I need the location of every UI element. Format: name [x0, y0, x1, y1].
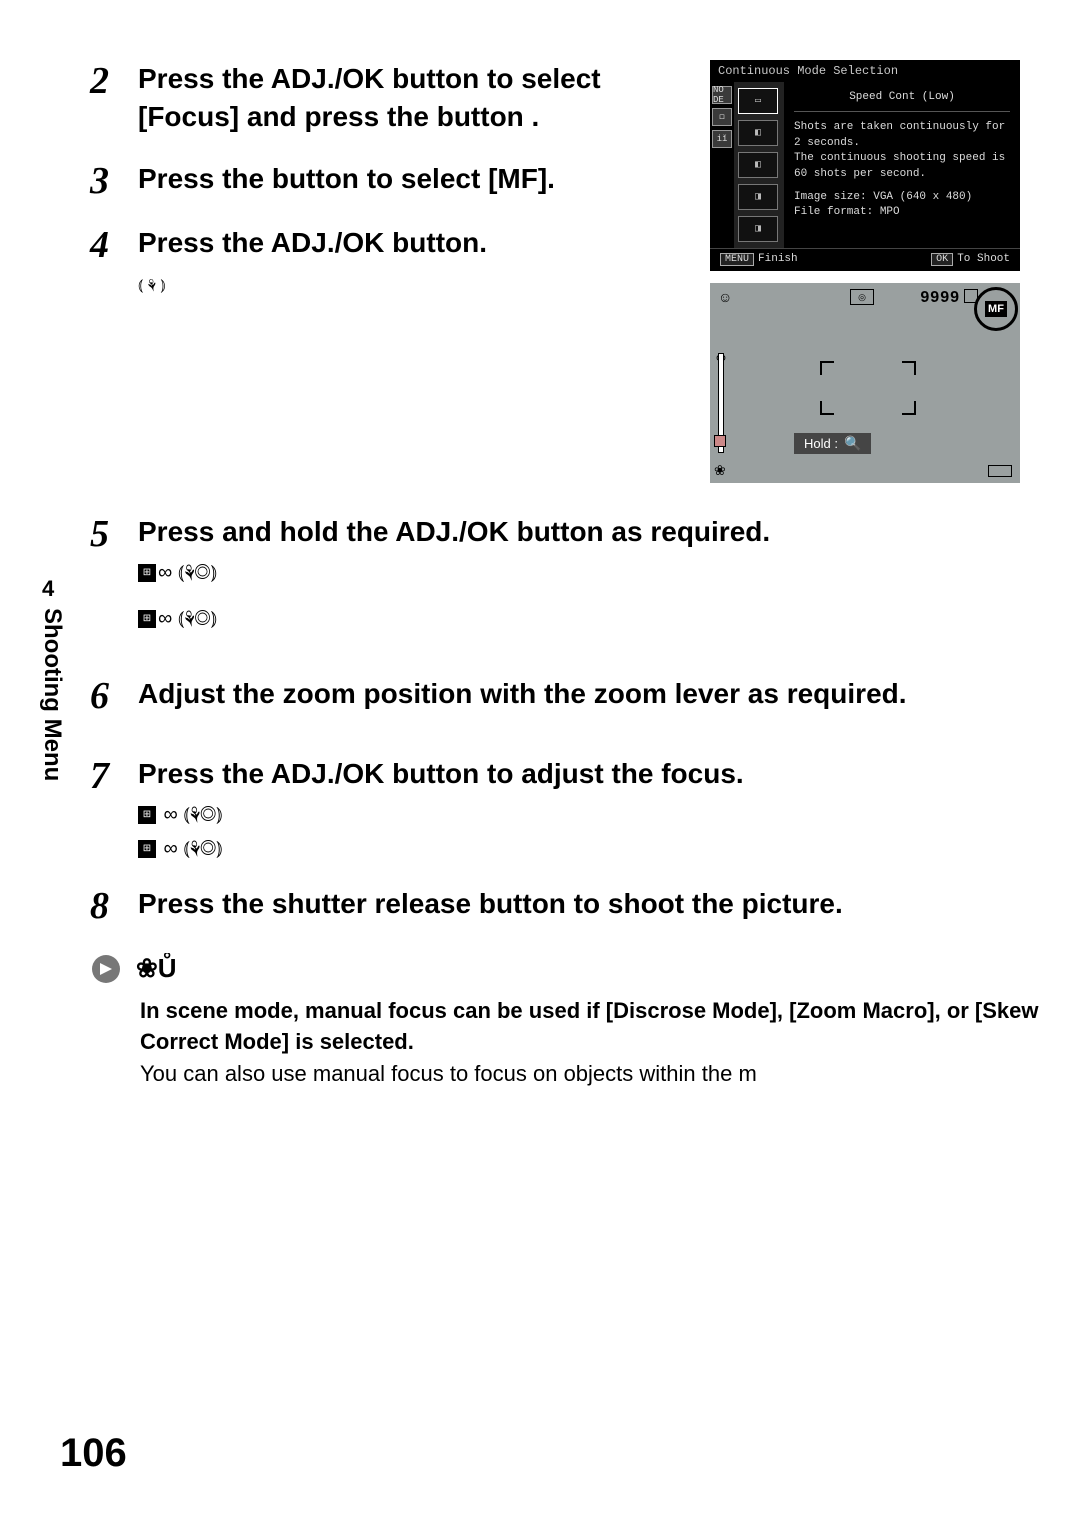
- step-6: 6 Adjust the zoom position with the zoom…: [90, 675, 1040, 715]
- magnify-icon: 🔍: [844, 435, 861, 451]
- camera-mode-icon: ◎: [850, 289, 874, 305]
- step-3: 3 Press the button to select [MF].: [90, 160, 680, 200]
- step-text: Press and hold the ADJ./OK button as req…: [138, 513, 770, 551]
- flower-macro-icon: ❀: [714, 462, 726, 479]
- svg-text:❀Ů: ❀Ů: [136, 953, 177, 983]
- step-7: 7 Press the ADJ./OK button to adjust the…: [90, 755, 1040, 861]
- note-flower-timer-icon: ❀Ů: [136, 953, 186, 985]
- lcd1-tab-icon: ◻: [712, 108, 732, 126]
- section-number: 4: [42, 576, 54, 602]
- lcd1-left-tab-icons: NO DE ◻ iĭ: [710, 82, 734, 248]
- step-5: 5 Press and hold the ADJ./OK button as r…: [90, 513, 1040, 631]
- step-text: Adjust the zoom position with the zoom l…: [138, 675, 1040, 713]
- lcd1-header: Continuous Mode Selection: [710, 64, 1020, 82]
- step-number: 4: [90, 224, 138, 264]
- svg-text:⦅ ⚘ ⦆: ⦅ ⚘ ⦆: [138, 277, 166, 294]
- lcd1-option-icon: ◨: [738, 216, 778, 242]
- lcd1-tab-icon: iĭ: [712, 130, 732, 148]
- step-text: Press the ADJ./OK button to adjust the f…: [138, 755, 744, 793]
- lcd1-option-icon: ◧: [738, 120, 778, 146]
- lcd1-desc-line: The continuous shooting speed is 60 shot…: [794, 151, 1010, 182]
- symbol-line: ⦅ ⚘ ⦆: [138, 269, 487, 295]
- step-2: 2 Press the ADJ./OK button to select [Fo…: [90, 60, 680, 136]
- lcd1-info-panel: Speed Cont (Low) Shots are taken continu…: [784, 82, 1020, 248]
- symbol-line: ⊞∞ ⦅⚘◎⦆: [138, 605, 770, 631]
- grid-icon: ⊞: [138, 610, 156, 628]
- lcd1-spec-line: Image size: VGA (640 x 480): [794, 190, 1010, 205]
- step-4: 4 Press the ADJ./OK button. ⦅ ⚘ ⦆: [90, 224, 680, 296]
- symbol-line: ⊞∞ ⦅⚘◎⦆: [138, 559, 770, 585]
- step-text: Press the ADJ./OK button to select [Focu…: [138, 60, 680, 136]
- grid-icon: ⊞: [138, 806, 156, 824]
- page-number: 106: [60, 1431, 127, 1476]
- note-pointer-icon: [90, 953, 122, 985]
- lcd1-option-icon: ◨: [738, 184, 778, 210]
- af-frame-corner: [820, 361, 834, 375]
- step-number: 6: [90, 675, 138, 715]
- lcd1-option-icons: ▭ ◧ ◧ ◨ ◨: [734, 82, 784, 248]
- step-text: Press the shutter release button to shoo…: [138, 885, 1040, 923]
- hist-icon: [988, 465, 1012, 477]
- symbol-line: ⊞ ∞ ⦅⚘◎⦆: [138, 835, 744, 861]
- menu-button-label: MENU: [720, 253, 754, 266]
- lcd-live-view-screen: ☺ ◎ 9999 MF ∞ ❀ Hold :🔍: [710, 283, 1020, 483]
- grid-icon: ⊞: [138, 840, 156, 858]
- lcd1-tab-icon: NO DE: [712, 86, 732, 104]
- lcd1-foot-finish: Finish: [758, 253, 798, 265]
- lcd1-option-icon: ▭: [738, 88, 778, 114]
- step-text: Press the ADJ./OK button.: [138, 224, 487, 262]
- step-text: Press the button to select [MF].: [138, 160, 680, 198]
- top-row: 2 Press the ADJ./OK button to select [Fo…: [90, 60, 1040, 483]
- grid-icon: ⊞: [138, 564, 156, 582]
- lcd1-spec-line: File format: MPO: [794, 205, 1010, 220]
- lcd1-desc-line: Shots are taken continuously for 2 secon…: [794, 120, 1010, 151]
- lcd1-option-icon: ◧: [738, 152, 778, 178]
- hold-label: Hold :: [804, 436, 838, 451]
- lcd1-foot-shoot: To Shoot: [957, 253, 1010, 265]
- manual-page: 4 Shooting Menu 2 Press the ADJ./OK butt…: [0, 0, 1080, 1526]
- step-number: 2: [90, 60, 138, 100]
- note-line-1: In scene mode, manual focus can be used …: [90, 995, 1040, 1059]
- step-number: 5: [90, 513, 138, 553]
- steps-234-column: 2 Press the ADJ./OK button to select [Fo…: [90, 60, 700, 320]
- mf-badge: MF: [985, 301, 1007, 317]
- af-frame-corner: [902, 361, 916, 375]
- lcd-menu-screen: Continuous Mode Selection NO DE ◻ iĭ ▭ ◧…: [710, 60, 1020, 271]
- lcd1-footer: MENU Finish OK To Shoot: [710, 248, 1020, 271]
- shots-remaining: 9999: [920, 289, 960, 307]
- note-line-2: You can also use manual focus to focus o…: [90, 1058, 1040, 1090]
- lcd-screens-column: Continuous Mode Selection NO DE ◻ iĭ ▭ ◧…: [710, 60, 1040, 483]
- face-icon: ☺: [718, 289, 732, 305]
- hold-hint: Hold : 🔍: [794, 433, 871, 454]
- mf-bar-icon: ⦅ ⚘ ⦆: [138, 272, 218, 296]
- step-number: 8: [90, 885, 138, 925]
- af-frame-corner: [902, 401, 916, 415]
- step-number: 7: [90, 755, 138, 795]
- section-title-vertical: Shooting Menu: [38, 608, 66, 781]
- symbol-line: ⊞ ∞ ⦅⚘◎⦆: [138, 801, 744, 827]
- step-8: 8 Press the shutter release button to sh…: [90, 885, 1040, 925]
- ok-button-label: OK: [931, 253, 953, 266]
- lcd1-mode-title: Speed Cont (Low): [794, 90, 1010, 112]
- note-block: ❀Ů In scene mode, manual focus can be us…: [90, 953, 1040, 1091]
- focus-slider-knob: [714, 435, 726, 447]
- step-number: 3: [90, 160, 138, 200]
- af-frame-corner: [820, 401, 834, 415]
- mf-highlight-circle: MF: [974, 287, 1018, 331]
